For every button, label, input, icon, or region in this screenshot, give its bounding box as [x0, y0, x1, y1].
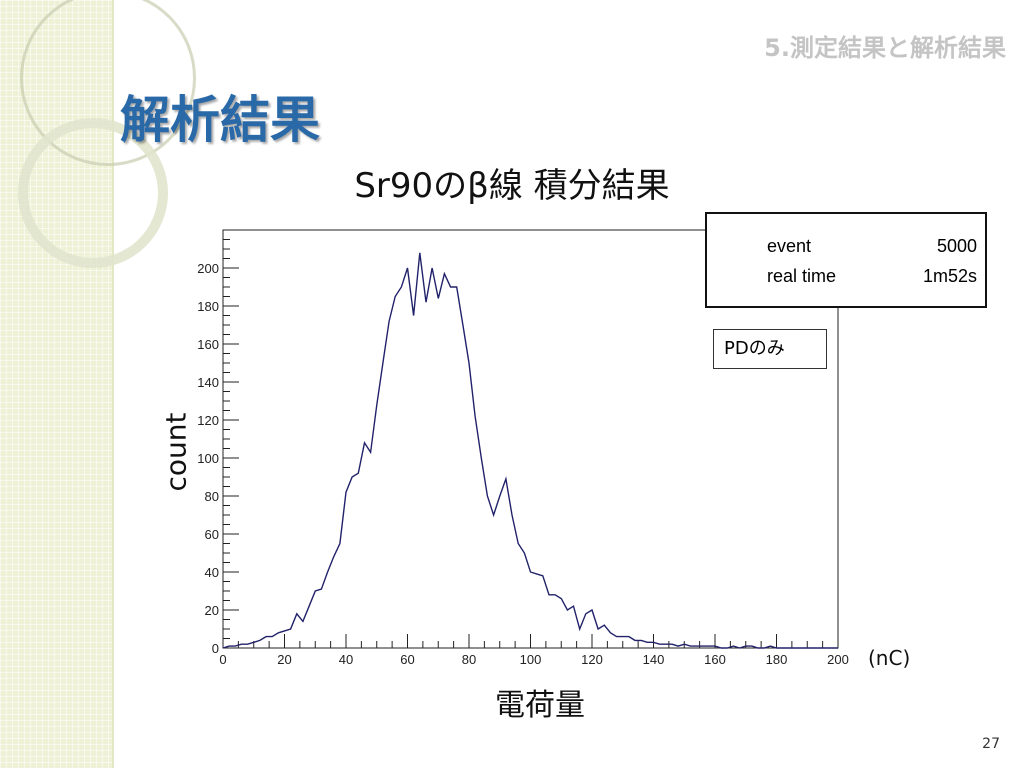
y-tick-label: 0	[212, 641, 219, 656]
y-tick-label: 40	[205, 565, 219, 580]
y-axis-label: count	[159, 412, 193, 492]
x-tick-label: 60	[400, 652, 414, 667]
stats-box: event 5000 real time 1m52s	[705, 212, 987, 308]
y-tick-label: 140	[197, 375, 219, 390]
slide-title: 解析結果	[120, 91, 320, 149]
annotation-box: PDのみ	[713, 329, 827, 369]
x-tick-label: 80	[462, 652, 476, 667]
x-tick-label: 20	[277, 652, 291, 667]
y-axis: 0 20 40 60 80 100 120 140 160 180 200	[197, 239, 239, 656]
x-tick-label: 120	[581, 652, 603, 667]
stats-value: 1m52s	[922, 266, 977, 286]
section-label: 5.測定結果と解析結果	[764, 34, 1006, 62]
decorative-ring-middle	[18, 118, 168, 268]
x-tick-label: 0	[219, 652, 226, 667]
y-tick-label: 60	[205, 527, 219, 542]
x-tick-label: 100	[520, 652, 542, 667]
x-axis: 0 20 40 60 80 100 120 140 160 180 200	[219, 634, 849, 667]
y-tick-label: 80	[205, 489, 219, 504]
x-tick-label: 40	[339, 652, 353, 667]
x-tick-label: 200	[827, 652, 849, 667]
y-tick-label: 120	[197, 413, 219, 428]
x-tick-label: 160	[704, 652, 726, 667]
page-number: 27	[982, 736, 1000, 752]
stats-value: 5000	[936, 236, 977, 256]
y-tick-label: 100	[197, 451, 219, 466]
x-axis-label: 電荷量	[495, 688, 585, 723]
y-tick-label: 180	[197, 299, 219, 314]
histogram-line	[222, 252, 838, 649]
stats-key: real time	[767, 266, 837, 286]
stats-key: event	[767, 236, 812, 256]
x-tick-label: 180	[766, 652, 788, 667]
x-unit-label: (nC)	[868, 646, 911, 670]
y-tick-label: 20	[205, 603, 219, 618]
chart-title: Sr90のβ線 積分結果	[354, 166, 670, 206]
x-tick-label: 140	[643, 652, 665, 667]
side-divider	[112, 0, 114, 768]
y-tick-label: 160	[197, 337, 219, 352]
y-tick-label: 200	[197, 261, 219, 276]
